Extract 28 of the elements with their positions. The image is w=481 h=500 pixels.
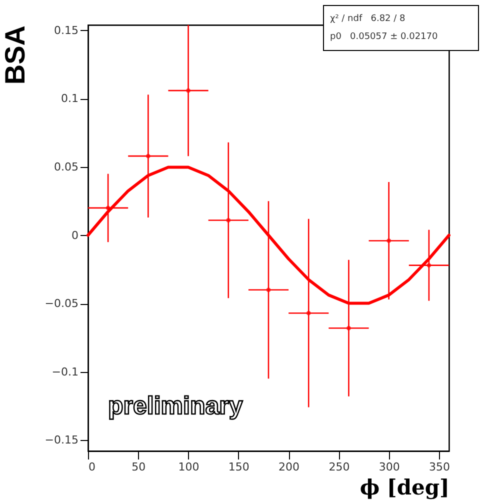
point	[306, 310, 311, 316]
y-tick-label: 0.05	[54, 160, 78, 174]
y-tick-label: 0	[72, 228, 78, 242]
stats-box: χ² / ndf 6.82 / 8 p0 0.05057 ± 0.02170	[323, 5, 479, 51]
point	[146, 154, 150, 158]
x-axis-title: ϕ [deg]	[360, 474, 450, 500]
point	[226, 218, 231, 222]
point	[426, 263, 432, 268]
y-tick-label: −0.05	[44, 297, 78, 310]
x-tick-label: 200	[278, 460, 300, 474]
y-tick-label: 0.15	[54, 24, 78, 37]
x-tick-label: 300	[378, 460, 400, 474]
point	[346, 326, 351, 330]
y-tick-label: −0.1	[52, 365, 78, 378]
annotation: p0 0.05057 ± 0.02170	[330, 31, 439, 44]
y-axis-title: BSA	[0, 26, 30, 85]
point	[186, 88, 191, 93]
annotation: preliminary	[108, 392, 243, 421]
y-tick-label: −0.15	[44, 434, 78, 447]
x-tick-label: 150	[228, 460, 250, 474]
point	[266, 288, 271, 292]
x-tick-label: 0	[88, 460, 96, 474]
x-tick-label: 50	[132, 460, 146, 474]
x-tick-label: 250	[328, 460, 350, 474]
point	[386, 238, 392, 243]
y-tick-label: 0.1	[61, 92, 78, 106]
x-tick-label: 350	[428, 460, 450, 474]
x-tick-label: 100	[178, 460, 200, 474]
